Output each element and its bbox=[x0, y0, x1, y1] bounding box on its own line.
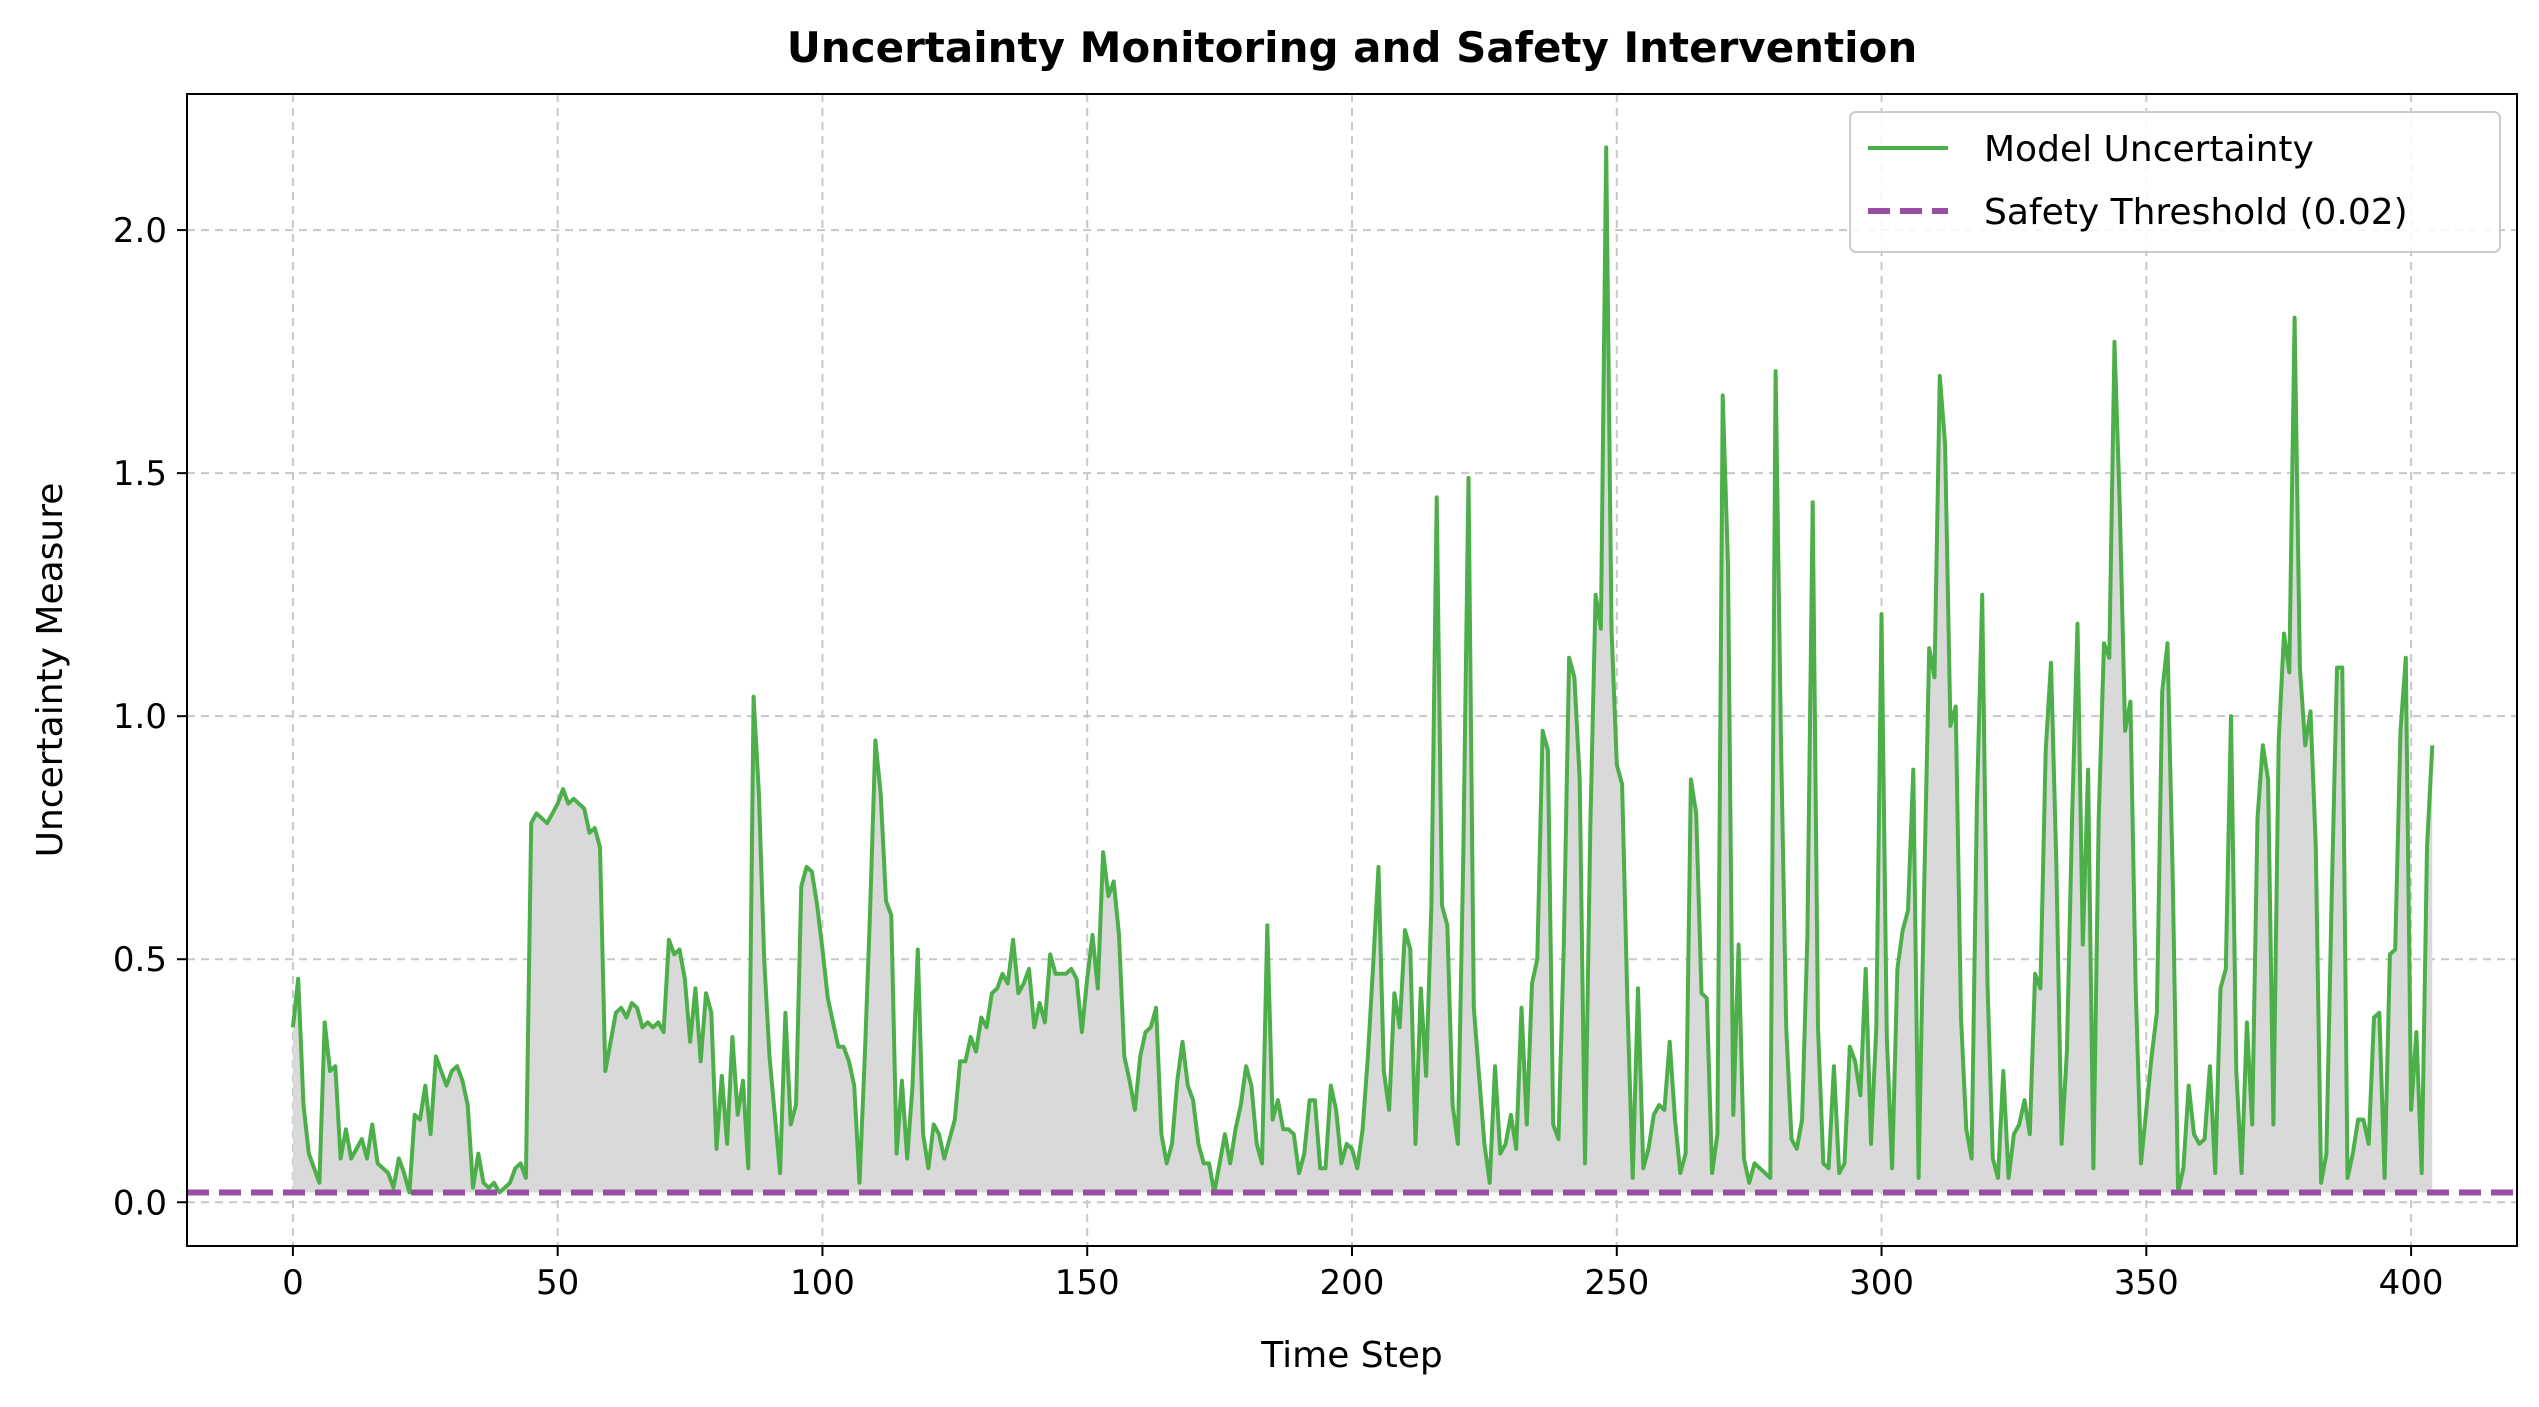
x-tick-label-8: 400 bbox=[2379, 1263, 2444, 1303]
legend-box bbox=[1849, 111, 2501, 253]
y-axis-label: Uncertainty Measure bbox=[30, 483, 71, 858]
model-uncertainty-line bbox=[290, 145, 2435, 1195]
y-tick-label-1: 0.5 bbox=[113, 940, 167, 980]
y-tick-label-3: 1.5 bbox=[113, 454, 167, 494]
x-tick-label-7: 350 bbox=[2114, 1263, 2179, 1303]
y-tick-label-2: 1.0 bbox=[113, 697, 167, 737]
x-tick-label-1: 50 bbox=[536, 1263, 579, 1303]
chart-title: Uncertainty Monitoring and Safety Interv… bbox=[787, 23, 1918, 72]
x-tick-label-3: 150 bbox=[1055, 1263, 1120, 1303]
y-axis-ticks: 0.0 0.5 1.0 1.5 2.0 bbox=[113, 211, 187, 1223]
legend-label-threshold: Safety Threshold (0.02) bbox=[1984, 192, 2408, 233]
legend-label-uncertainty: Model Uncertainty bbox=[1984, 129, 2314, 170]
x-tick-label-2: 100 bbox=[790, 1263, 855, 1303]
y-tick-label-4: 2.0 bbox=[113, 211, 167, 251]
x-axis-label: Time Step bbox=[1260, 1335, 1443, 1376]
x-tick-label-4: 200 bbox=[1320, 1263, 1385, 1303]
y-tick-label-0: 0.0 bbox=[113, 1183, 167, 1223]
x-tick-label-5: 250 bbox=[1584, 1263, 1649, 1303]
x-axis-ticks: 0 50 100 150 200 250 300 350 400 bbox=[282, 1246, 2444, 1303]
legend: Model Uncertainty Safety Threshold (0.02… bbox=[1849, 111, 2501, 253]
x-tick-label-0: 0 bbox=[282, 1263, 304, 1303]
x-tick-label-6: 300 bbox=[1849, 1263, 1914, 1303]
